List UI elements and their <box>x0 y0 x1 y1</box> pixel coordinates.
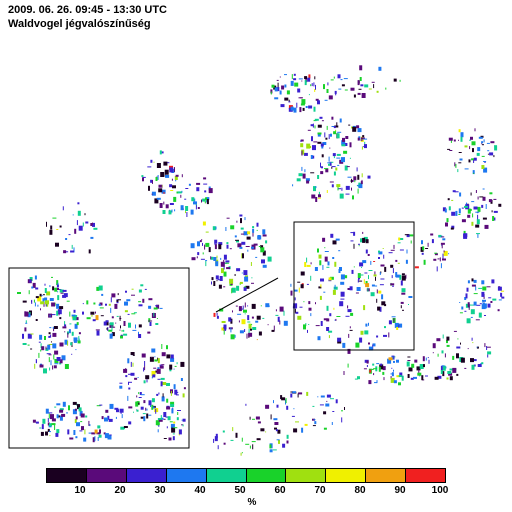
colorbar-segment <box>286 469 327 482</box>
colorbar-tick-label: 10 <box>74 485 86 496</box>
colorbar-tick-label: 100 <box>431 485 449 496</box>
radar-site-marker <box>215 277 279 313</box>
colorbar-segment <box>326 469 367 482</box>
colorbar-tick-label: 60 <box>274 485 286 496</box>
colorbar-tick-label: 70 <box>314 485 326 496</box>
colorbar-tick-label: 20 <box>114 485 126 496</box>
colorbar <box>46 468 446 483</box>
colorbar-segment <box>246 469 287 482</box>
title-datetime: 2009. 06. 26. 09:45 - 13:30 UTC <box>8 4 167 16</box>
colorbar-tick-label: 30 <box>154 485 166 496</box>
colorbar-segment <box>166 469 207 482</box>
colorbar-tick-label: 90 <box>394 485 406 496</box>
colorbar-segment <box>366 469 407 482</box>
colorbar-segment <box>406 469 446 482</box>
colorbar-tick-label: 40 <box>194 485 206 496</box>
colorbar-unit: % <box>247 497 257 508</box>
zoom-region-frame <box>293 221 415 351</box>
zoom-inset-echoes <box>17 275 186 443</box>
colorbar-segment <box>47 469 87 482</box>
colorbar-tick-label: 80 <box>354 485 366 496</box>
hail-probability-echoes <box>46 65 505 456</box>
colorbar-tick-label: 50 <box>234 485 246 496</box>
colorbar-segment <box>126 469 167 482</box>
colorbar-segment <box>86 469 127 482</box>
title-product: Waldvogel jégvalószínűség <box>8 18 151 30</box>
colorbar-segment <box>206 469 247 482</box>
